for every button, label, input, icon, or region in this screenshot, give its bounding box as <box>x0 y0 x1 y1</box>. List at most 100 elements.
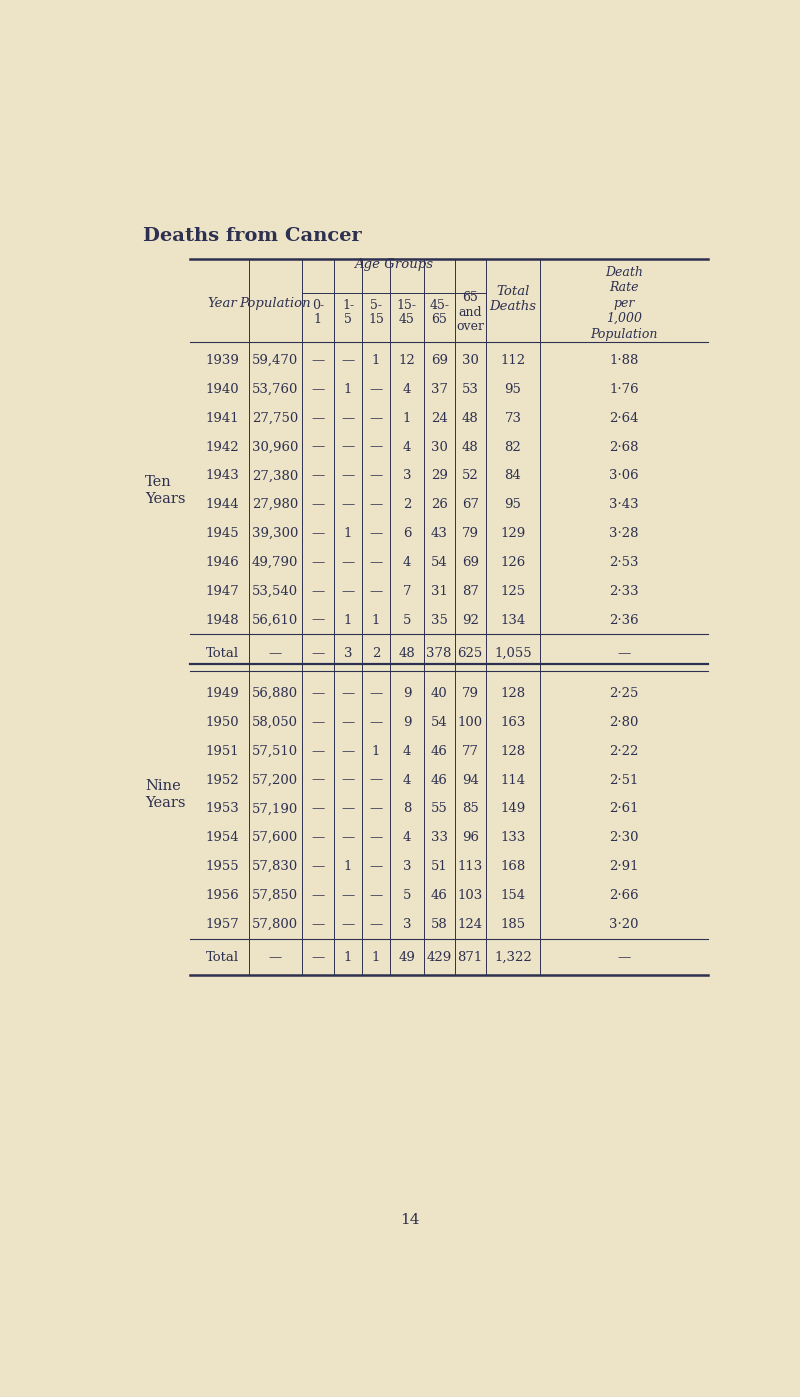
Text: 126: 126 <box>500 556 526 569</box>
Text: Population: Population <box>239 296 311 310</box>
Text: 46: 46 <box>430 888 447 902</box>
Text: —: — <box>342 745 354 757</box>
Text: 154: 154 <box>500 888 526 902</box>
Text: 58,050: 58,050 <box>252 715 298 729</box>
Text: 57,830: 57,830 <box>252 861 298 873</box>
Text: 128: 128 <box>500 745 526 757</box>
Text: 94: 94 <box>462 774 478 787</box>
Text: Death
Rate
per
1,000
Population: Death Rate per 1,000 Population <box>590 265 658 341</box>
Text: 95: 95 <box>505 499 522 511</box>
Text: —: — <box>311 951 325 964</box>
Text: —: — <box>342 440 354 454</box>
Text: 1: 1 <box>372 951 380 964</box>
Text: 67: 67 <box>462 499 478 511</box>
Text: 8: 8 <box>402 802 411 816</box>
Text: 57,510: 57,510 <box>252 745 298 757</box>
Text: 4: 4 <box>402 383 411 395</box>
Text: —: — <box>311 861 325 873</box>
Text: —: — <box>618 647 630 659</box>
Text: —: — <box>311 888 325 902</box>
Text: 1: 1 <box>402 412 411 425</box>
Text: 5: 5 <box>402 888 411 902</box>
Text: —: — <box>311 440 325 454</box>
Text: 378: 378 <box>426 647 452 659</box>
Text: 3: 3 <box>402 861 411 873</box>
Text: 52: 52 <box>462 469 478 482</box>
Text: Nine
Years: Nine Years <box>146 778 186 810</box>
Text: —: — <box>370 499 382 511</box>
Text: —: — <box>311 383 325 395</box>
Text: 79: 79 <box>462 687 478 700</box>
Text: 1: 1 <box>344 613 352 627</box>
Text: 54: 54 <box>430 556 447 569</box>
Text: —: — <box>370 440 382 454</box>
Text: 48: 48 <box>462 412 478 425</box>
Text: 128: 128 <box>500 687 526 700</box>
Text: —: — <box>311 499 325 511</box>
Text: 1: 1 <box>372 613 380 627</box>
Text: 133: 133 <box>500 831 526 844</box>
Text: 1: 1 <box>344 383 352 395</box>
Text: 30: 30 <box>430 440 447 454</box>
Text: 1·76: 1·76 <box>609 383 638 395</box>
Text: 27,750: 27,750 <box>252 412 298 425</box>
Text: —: — <box>342 774 354 787</box>
Text: 2·61: 2·61 <box>609 802 638 816</box>
Text: —: — <box>370 687 382 700</box>
Text: 1: 1 <box>372 745 380 757</box>
Text: 87: 87 <box>462 585 478 598</box>
Text: 2·64: 2·64 <box>609 412 638 425</box>
Text: —: — <box>342 585 354 598</box>
Text: 49,790: 49,790 <box>252 556 298 569</box>
Text: 9: 9 <box>402 687 411 700</box>
Text: Total
Deaths: Total Deaths <box>490 285 537 313</box>
Text: —: — <box>311 774 325 787</box>
Text: —: — <box>342 353 354 367</box>
Text: 1948: 1948 <box>206 613 239 627</box>
Text: 2·22: 2·22 <box>610 745 638 757</box>
Text: 429: 429 <box>426 951 452 964</box>
Text: 37: 37 <box>430 383 448 395</box>
Text: 1954: 1954 <box>206 831 239 844</box>
Text: 185: 185 <box>500 918 526 930</box>
Text: 1946: 1946 <box>206 556 239 569</box>
Text: 85: 85 <box>462 802 478 816</box>
Text: 46: 46 <box>430 774 447 787</box>
Text: 57,800: 57,800 <box>252 918 298 930</box>
Text: 4: 4 <box>402 556 411 569</box>
Text: —: — <box>342 412 354 425</box>
Text: 45-
65: 45- 65 <box>429 299 449 326</box>
Text: —: — <box>370 888 382 902</box>
Text: 48: 48 <box>398 647 415 659</box>
Text: 55: 55 <box>430 802 447 816</box>
Text: 129: 129 <box>500 527 526 541</box>
Text: 2: 2 <box>372 647 380 659</box>
Text: 5: 5 <box>402 613 411 627</box>
Text: 1956: 1956 <box>206 888 239 902</box>
Text: Total: Total <box>206 647 239 659</box>
Text: 2·36: 2·36 <box>609 613 638 627</box>
Text: —: — <box>370 802 382 816</box>
Text: —: — <box>311 687 325 700</box>
Text: —: — <box>342 715 354 729</box>
Text: 31: 31 <box>430 585 447 598</box>
Text: 1943: 1943 <box>206 469 239 482</box>
Text: 35: 35 <box>430 613 447 627</box>
Text: 79: 79 <box>462 527 478 541</box>
Text: 6: 6 <box>402 527 411 541</box>
Text: 112: 112 <box>500 353 526 367</box>
Text: 0-
1: 0- 1 <box>312 299 324 326</box>
Text: 871: 871 <box>458 951 482 964</box>
Text: Year: Year <box>207 296 238 310</box>
Text: —: — <box>311 353 325 367</box>
Text: 1,055: 1,055 <box>494 647 532 659</box>
Text: Age Groups: Age Groups <box>354 258 433 271</box>
Text: 24: 24 <box>430 412 447 425</box>
Text: 1950: 1950 <box>206 715 239 729</box>
Text: 1949: 1949 <box>206 687 239 700</box>
Text: —: — <box>311 412 325 425</box>
Text: —: — <box>370 861 382 873</box>
Text: Total: Total <box>206 951 239 964</box>
Text: —: — <box>311 527 325 541</box>
Text: 3·43: 3·43 <box>609 499 638 511</box>
